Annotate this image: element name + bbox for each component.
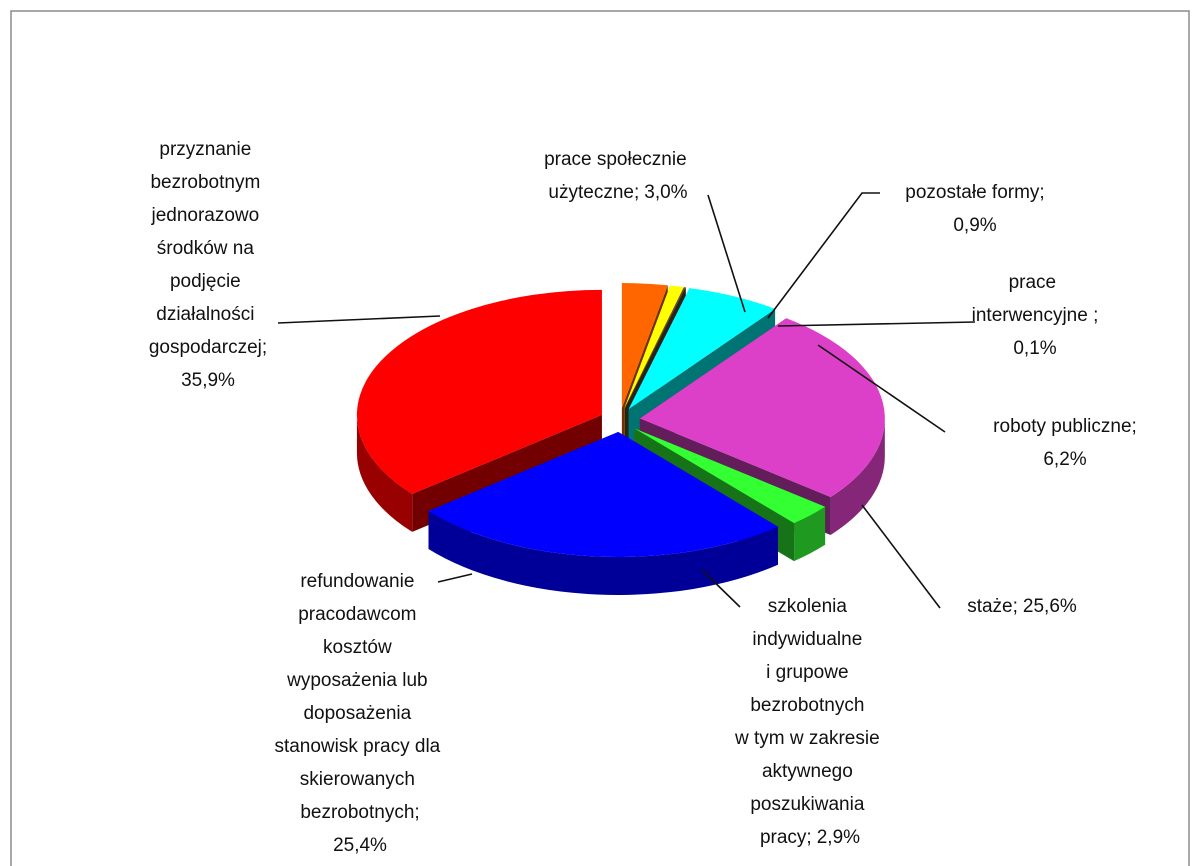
data-label: przyznanie bezrobotnym jednorazowo środk… [149, 139, 267, 391]
value-label: 25,6% [1023, 596, 1077, 617]
slice-top [634, 428, 826, 524]
leader-line [861, 504, 941, 609]
slice-top [356, 289, 602, 494]
slice-top [628, 288, 776, 410]
slice-top [624, 285, 684, 409]
category-label: staże; [967, 596, 1018, 617]
leader-line [777, 321, 976, 327]
leader-line [707, 194, 746, 313]
value-label: 6,2% [1043, 449, 1086, 470]
category-label: szkolenia indywidualne i grupowe bezrobo… [734, 596, 885, 848]
category-label: prace interwencyjne ; [972, 272, 1099, 326]
value-label: 25,4% [333, 835, 387, 856]
slice-wall [356, 414, 413, 532]
category-label: roboty publiczne; [993, 416, 1137, 437]
leader-line [767, 192, 880, 319]
category-label: pozostałe formy; [905, 182, 1044, 203]
value-label: 3,0% [644, 182, 687, 203]
slice-wall [794, 506, 826, 562]
data-label: prace społecznie użyteczne; 3,0% [544, 149, 692, 203]
slice-wall [830, 418, 885, 535]
data-label: szkolenia indywidualne i grupowe bezrobo… [734, 596, 885, 848]
slice-top [639, 318, 885, 497]
value-label: 35,9% [181, 370, 235, 391]
slice-top [624, 287, 686, 409]
value-label: 0,1% [1013, 338, 1056, 359]
category-label: prace społecznie użyteczne; [544, 149, 692, 203]
value-label: 2,9% [817, 827, 860, 848]
slice-top [621, 283, 668, 409]
data-label: roboty publiczne; 6,2% [993, 416, 1137, 470]
leader-line [701, 569, 741, 608]
leader-line [437, 573, 473, 583]
value-label: 0,9% [953, 215, 996, 236]
category-label: refundowanie pracodawcom kosztów wyposaż… [274, 571, 445, 823]
pie-slice [428, 431, 778, 595]
data-label: staże; 25,6% [967, 596, 1077, 617]
slice-top [428, 431, 778, 557]
leader-line [277, 315, 441, 324]
slice-wall [428, 511, 778, 595]
category-label: przyznanie bezrobotnym jednorazowo środk… [149, 139, 267, 358]
data-label: refundowanie pracodawcom kosztów wyposaż… [274, 571, 445, 856]
data-label: prace interwencyjne ; 0,1% [972, 272, 1099, 359]
leader-line [817, 344, 946, 433]
data-label: pozostałe formy; 0,9% [905, 182, 1044, 236]
